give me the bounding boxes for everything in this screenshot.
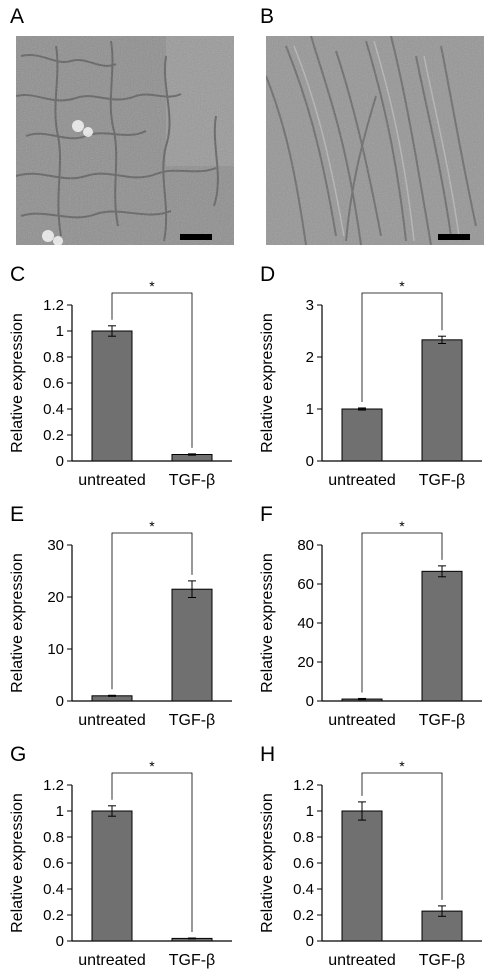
bar bbox=[91, 810, 133, 942]
micrograph-tgf-beta bbox=[266, 36, 484, 245]
y-tick-label: 0.4 bbox=[43, 401, 64, 418]
x-tick-label: TGF-β bbox=[169, 952, 216, 969]
y-axis-label: Relative expression bbox=[9, 793, 26, 933]
panel-letter: C bbox=[10, 263, 25, 286]
chart-panel-f: F Relative expression 0 20 40 60 80 untreated TG… bbox=[259, 503, 482, 729]
y-tick-label: 0 bbox=[56, 693, 64, 710]
y-tick-label: 0 bbox=[306, 933, 314, 950]
y-axis-label: Relative expression bbox=[259, 553, 276, 693]
x-tick-label: TGF-β bbox=[419, 952, 466, 969]
y-tick-label: 40 bbox=[297, 615, 314, 632]
significance-bracket bbox=[361, 772, 443, 900]
significance-marker: * bbox=[149, 518, 155, 534]
micrograph-untreated bbox=[16, 36, 234, 245]
panel-letter-a: A bbox=[10, 5, 25, 28]
y-tick-label: 0.6 bbox=[43, 855, 64, 872]
x-tick-label: TGF-β bbox=[169, 472, 216, 489]
y-tick-label: 0.8 bbox=[43, 349, 64, 366]
bar bbox=[341, 810, 383, 942]
scale-bar-a bbox=[180, 234, 212, 240]
y-tick-label: 20 bbox=[47, 589, 64, 606]
y-axis-label: Relative expression bbox=[259, 313, 276, 453]
y-tick-label: 1.2 bbox=[293, 777, 314, 794]
bar bbox=[171, 588, 213, 702]
panel-letter-b: B bbox=[260, 5, 275, 28]
y-tick-label: 0.6 bbox=[43, 375, 64, 392]
x-tick-label: untreated bbox=[328, 472, 396, 489]
panel-letter: D bbox=[260, 263, 275, 286]
significance-marker: * bbox=[149, 758, 155, 774]
y-tick-label: 60 bbox=[297, 576, 314, 593]
x-tick-label: untreated bbox=[328, 712, 396, 729]
significance-bracket bbox=[111, 532, 193, 690]
y-tick-label: 2 bbox=[306, 349, 314, 366]
y-tick-label: 1.2 bbox=[43, 297, 64, 314]
panel-letter: H bbox=[260, 743, 275, 766]
y-tick-label: 0.8 bbox=[43, 829, 64, 846]
bar bbox=[421, 339, 463, 462]
y-tick-label: 30 bbox=[47, 537, 64, 554]
y-axis-label: Relative expression bbox=[9, 553, 26, 693]
significance-marker: * bbox=[399, 518, 405, 534]
y-tick-label: 1 bbox=[56, 803, 64, 820]
significance-bracket bbox=[111, 772, 193, 933]
y-axis-label: Relative expression bbox=[9, 313, 26, 453]
y-tick-label: 0.2 bbox=[43, 427, 64, 444]
significance-bracket bbox=[361, 532, 443, 693]
y-tick-label: 3 bbox=[306, 297, 314, 314]
y-tick-label: 20 bbox=[297, 654, 314, 671]
bar bbox=[341, 408, 383, 462]
panel-letter: F bbox=[260, 503, 273, 526]
chart-panel-e: E Relative expression 0 10 20 30 untreated TGF-… bbox=[9, 503, 232, 729]
y-tick-label: 1 bbox=[306, 803, 314, 820]
x-tick-label: untreated bbox=[328, 952, 396, 969]
y-tick-label: 1.2 bbox=[43, 777, 64, 794]
x-tick-label: untreated bbox=[78, 472, 146, 489]
y-tick-label: 0.6 bbox=[293, 855, 314, 872]
bar bbox=[91, 330, 133, 462]
significance-bracket bbox=[361, 292, 443, 402]
x-tick-label: untreated bbox=[78, 952, 146, 969]
chart-panel-d: D Relative expression 0 1 2 3 untreated TGF-β * bbox=[259, 263, 482, 489]
bar bbox=[421, 570, 463, 702]
chart-panel-c: C Relative expression 0 0.2 0.4 0.6 0.8 1 1.2 unt… bbox=[9, 263, 232, 489]
x-tick-label: TGF-β bbox=[169, 712, 216, 729]
y-tick-label: 0 bbox=[306, 693, 314, 710]
y-tick-label: 0 bbox=[56, 453, 64, 470]
y-tick-label: 80 bbox=[297, 537, 314, 554]
x-tick-label: untreated bbox=[78, 712, 146, 729]
chart-panel-h: H Relative expression 0 0.2 0.4 0.6 0.8 1 1.2 unt… bbox=[259, 743, 482, 969]
y-tick-label: 0 bbox=[306, 453, 314, 470]
significance-marker: * bbox=[399, 758, 405, 774]
y-tick-label: 0 bbox=[56, 933, 64, 950]
chart-panel-g: G Relative expression 0 0.2 0.4 0.6 0.8 1 1.2 unt… bbox=[9, 743, 232, 969]
y-tick-label: 0.8 bbox=[293, 829, 314, 846]
y-tick-label: 0.4 bbox=[293, 881, 314, 898]
y-tick-label: 0.2 bbox=[293, 907, 314, 924]
x-tick-label: TGF-β bbox=[419, 472, 466, 489]
significance-marker: * bbox=[149, 278, 155, 294]
x-tick-label: TGF-β bbox=[419, 712, 466, 729]
y-tick-label: 0.4 bbox=[43, 881, 64, 898]
y-tick-label: 1 bbox=[306, 401, 314, 418]
y-axis-label: Relative expression bbox=[259, 793, 276, 933]
panel-letter: G bbox=[10, 743, 26, 766]
significance-bracket bbox=[111, 292, 193, 448]
panel-letter: E bbox=[10, 503, 24, 526]
y-tick-label: 0.2 bbox=[43, 907, 64, 924]
scale-bar-b bbox=[438, 234, 470, 240]
y-tick-label: 1 bbox=[56, 323, 64, 340]
significance-marker: * bbox=[399, 278, 405, 294]
y-tick-label: 10 bbox=[47, 641, 64, 658]
